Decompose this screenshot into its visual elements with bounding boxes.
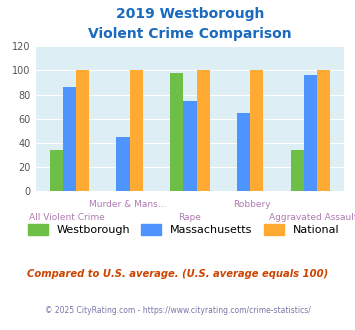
Text: Compared to U.S. average. (U.S. average equals 100): Compared to U.S. average. (U.S. average … <box>27 269 328 279</box>
Bar <box>183 101 197 191</box>
Bar <box>50 150 63 191</box>
Bar <box>290 150 304 191</box>
Bar <box>304 75 317 191</box>
Bar <box>63 87 76 191</box>
Bar <box>237 113 250 191</box>
Text: Murder & Mans...: Murder & Mans... <box>89 200 167 209</box>
Bar <box>197 70 210 191</box>
Text: © 2025 CityRating.com - https://www.cityrating.com/crime-statistics/: © 2025 CityRating.com - https://www.city… <box>45 306 310 315</box>
Text: Robbery: Robbery <box>233 200 271 209</box>
Title: 2019 Westborough
Violent Crime Comparison: 2019 Westborough Violent Crime Compariso… <box>88 7 292 41</box>
Bar <box>317 70 330 191</box>
Text: All Violent Crime: All Violent Crime <box>28 213 104 222</box>
Bar <box>76 70 89 191</box>
Bar <box>250 70 263 191</box>
Legend: Westborough, Massachusetts, National: Westborough, Massachusetts, National <box>23 219 344 240</box>
Bar <box>170 73 183 191</box>
Text: Aggravated Assault: Aggravated Assault <box>269 213 355 222</box>
Bar <box>116 137 130 191</box>
Bar <box>130 70 143 191</box>
Text: Rape: Rape <box>179 213 201 222</box>
